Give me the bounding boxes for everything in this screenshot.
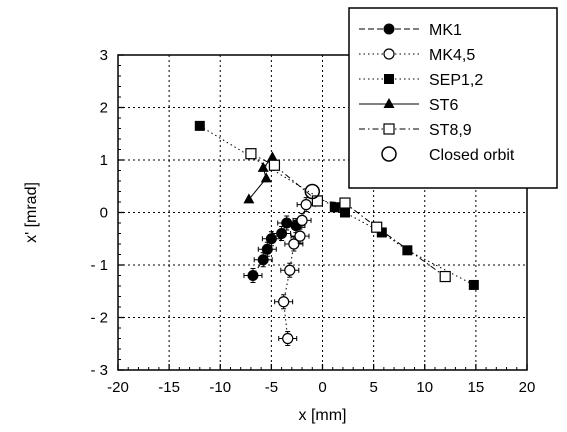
legend-marker (381, 146, 397, 162)
data-point (468, 279, 479, 290)
legend-marker (383, 123, 395, 135)
y-tick-label: 1 (100, 152, 108, 169)
series-st6 (243, 151, 278, 204)
data-point (266, 151, 278, 162)
legend-entry: SEP1,2 (359, 72, 483, 89)
x-tick-label: -15 (158, 379, 180, 396)
data-point (339, 207, 350, 218)
legend-label: SEP1,2 (429, 72, 483, 89)
legend-marker (383, 48, 395, 60)
legend-label: MK1 (429, 22, 462, 39)
series-mk1 (243, 215, 306, 283)
data-point (284, 264, 296, 276)
data-point (402, 245, 413, 256)
closed-orbit-point (304, 183, 321, 200)
data-series (194, 120, 479, 346)
x-tick-label: -5 (265, 379, 278, 396)
y-tick-label: 2 (100, 100, 108, 117)
y-tick-label: - 2 (90, 310, 108, 327)
data-point (278, 296, 290, 308)
x-tick-label: 15 (468, 379, 485, 396)
legend-entry: MK1 (359, 22, 462, 39)
legend-label: ST8,9 (429, 122, 472, 139)
data-point (243, 193, 255, 204)
legend-marker (383, 98, 395, 108)
x-tick-label: 10 (416, 379, 433, 396)
y-axis-label: x' [mrad] (23, 182, 40, 243)
x-tick-label: -20 (107, 379, 129, 396)
data-point (194, 120, 205, 131)
data-point (261, 243, 273, 255)
data-point (288, 238, 300, 250)
y-tick-label: 0 (100, 205, 108, 222)
x-tick-label: 20 (519, 379, 536, 396)
legend-label: Closed orbit (429, 147, 515, 164)
data-point (276, 228, 288, 239)
data-point (439, 270, 451, 283)
data-point (268, 159, 281, 171)
series-st89 (245, 148, 451, 283)
series-line (250, 153, 446, 277)
data-point (257, 254, 269, 266)
y-tick-label: - 1 (90, 257, 108, 274)
y-tick-label: 3 (100, 47, 108, 64)
legend-marker (384, 74, 394, 84)
data-point (329, 202, 340, 213)
x-tick-label: -10 (209, 379, 231, 396)
data-point (311, 195, 323, 207)
data-point (257, 161, 269, 172)
x-axis-label: x [mm] (299, 407, 347, 424)
data-point (300, 199, 312, 211)
data-point (294, 230, 306, 242)
legend-marker (383, 23, 395, 35)
data-point (260, 172, 272, 183)
data-point (265, 233, 277, 245)
legend: MK1 MK4,5 SEP1,2 ST6 ST8,9 Closed orbit (348, 7, 558, 189)
data-point (247, 270, 259, 281)
legend-entry: ST6 (359, 97, 458, 114)
legend-entry: ST8,9 (359, 122, 472, 139)
data-point (339, 197, 351, 209)
legend-entry: MK4,5 (359, 47, 475, 64)
legend-label: ST6 (429, 97, 458, 114)
legend-label: MK4,5 (429, 47, 475, 64)
series-mk45 (274, 197, 316, 346)
x-tick-label: 0 (318, 379, 326, 396)
x-tick-label: 5 (369, 379, 377, 396)
y-tick-label: - 3 (90, 362, 108, 379)
data-point (296, 214, 308, 226)
data-point (371, 221, 383, 233)
legend-entry: Closed orbit (381, 146, 515, 164)
data-point (245, 148, 257, 160)
series-line (248, 157, 273, 200)
data-point (282, 332, 294, 345)
series-line (199, 125, 475, 286)
